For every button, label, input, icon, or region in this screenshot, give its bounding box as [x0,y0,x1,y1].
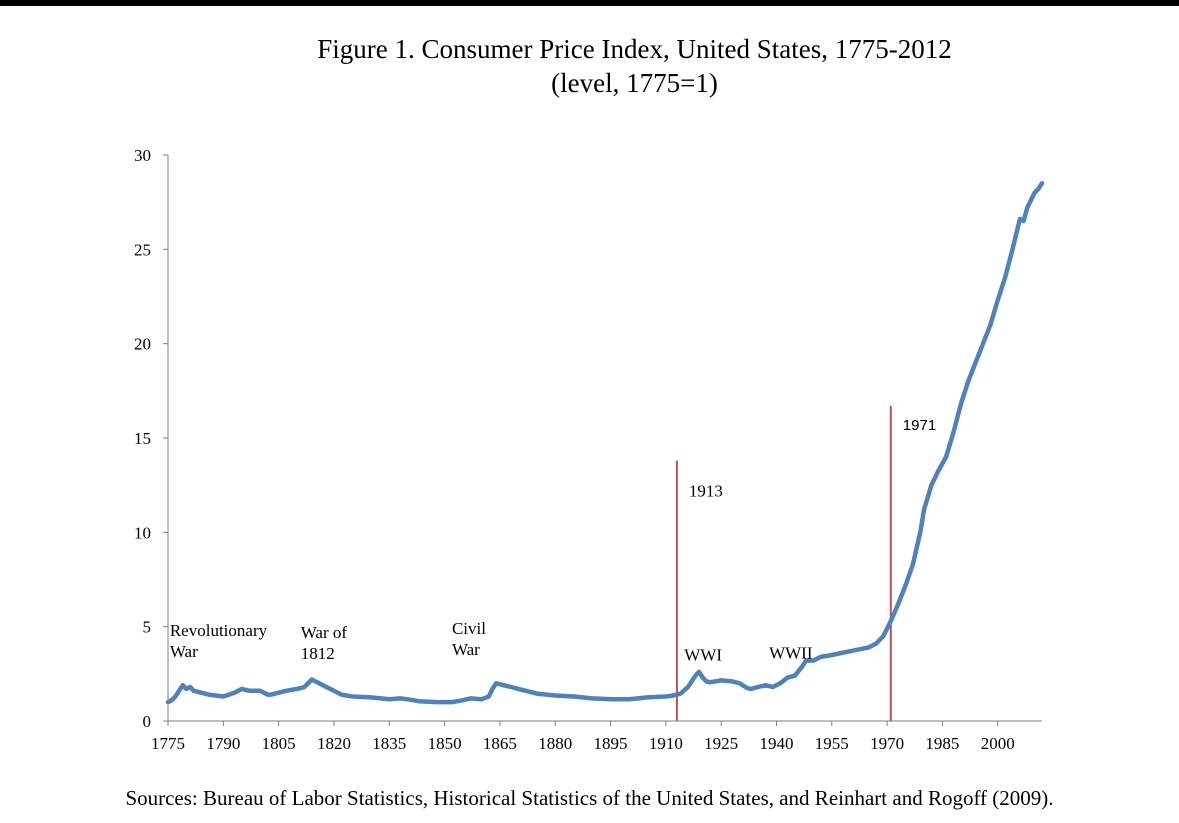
y-tick-label: 15 [134,429,151,448]
x-tick-label: 2000 [981,734,1015,753]
y-tick-label: 0 [143,712,152,731]
cpi-line [165,181,1045,705]
x-tick-label: 1985 [925,734,959,753]
annotation-label: War of 1812 [301,623,348,663]
annotation-label: WWII [769,644,813,663]
chart-axes: 0 5 10 15 20 25 30 1775 1790 1805 1820 1835 1850 1865… [134,146,1042,753]
x-tick-label: 1820 [317,734,351,753]
x-tick-label: 1805 [262,734,296,753]
y-tick-label: 20 [134,335,151,354]
chart-title-block: Figure 1. Consumer Price Index, United S… [0,32,1179,100]
x-tick-label: 1955 [815,734,849,753]
annotation-label: Revolutionary War [170,621,268,661]
y-tick-label: 30 [134,146,151,165]
marker-label-1971: 1971 [903,417,936,434]
chart-annotations: Revolutionary War War of 1812 Civil War WWI WWI… [170,619,813,664]
y-tick-label: 25 [134,240,151,259]
x-tick-label: 1880 [538,734,572,753]
x-tick-label: 1850 [428,734,462,753]
chart-subtitle: (level, 1775=1) [551,68,718,98]
x-tick-label: 1925 [704,734,738,753]
x-tick-label: 1895 [594,734,628,753]
y-tick-label: 10 [134,523,151,542]
chart-title: Figure 1. Consumer Price Index, United S… [317,34,952,64]
x-tick-label: 1865 [483,734,517,753]
y-tick-label: 5 [143,618,152,637]
x-tick-label: 1970 [870,734,904,753]
top-border [0,0,1179,6]
x-tick-label: 1835 [372,734,406,753]
annotation-label: WWI [684,646,722,665]
year-markers: 1913 1971 [675,405,936,721]
cpi-series [165,181,1045,705]
x-tick-label: 1940 [759,734,793,753]
x-tick-label: 1910 [649,734,683,753]
marker-label-1913: 1913 [689,482,723,501]
source-note: Sources: Bureau of Labor Statistics, His… [125,786,1054,810]
x-tick-label: 1790 [206,734,240,753]
annotation-label: Civil War [452,619,486,659]
x-tick-label: 1775 [151,734,185,753]
